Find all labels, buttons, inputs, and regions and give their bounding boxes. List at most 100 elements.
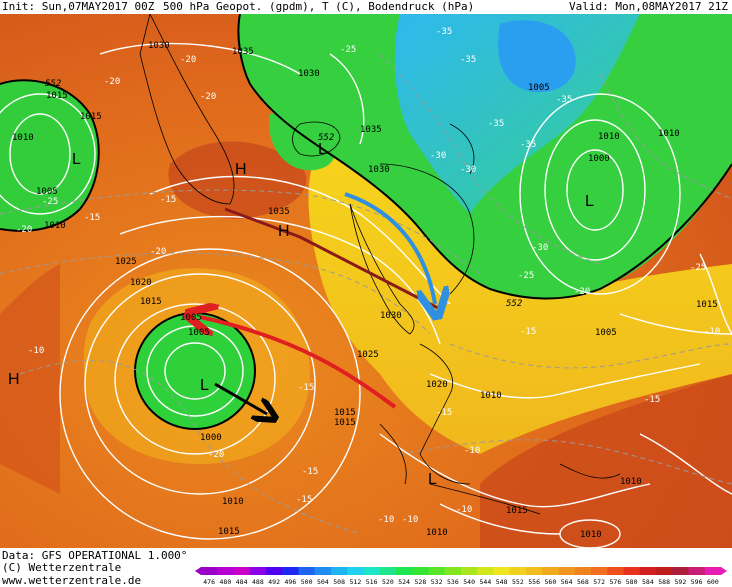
svg-text:1010: 1010 [598,132,620,142]
warm-band-southeast [480,374,732,548]
svg-text:1010: 1010 [12,133,34,143]
svg-text:1015: 1015 [80,112,102,122]
svg-text:-10: -10 [464,446,480,456]
svg-text:1010: 1010 [580,530,602,540]
green-region-greenland-west [0,80,99,231]
svg-text:1020: 1020 [426,380,448,390]
legend-tick: 600 [707,578,719,586]
legend-tick: 564 [561,578,573,586]
svg-text:-25: -25 [518,271,534,281]
svg-text:1015: 1015 [334,408,356,418]
legend-tick: 496 [285,578,297,586]
legend-swatch [363,567,381,575]
svg-text:1005: 1005 [180,313,202,323]
copyright: (C) Wetterzentrale [2,561,122,574]
svg-text:1010: 1010 [658,129,680,139]
svg-text:1035: 1035 [268,207,290,217]
header-bar: Init: Sun,07MAY2017 00Z 500 hPa Geopot. … [0,0,732,14]
high-west-edge-symbol: H [8,371,20,388]
svg-text:1030: 1030 [148,41,170,51]
legend-swatch [704,567,722,575]
svg-text:1030: 1030 [298,69,320,79]
low-greenland-west-symbol: L [72,151,81,168]
svg-text:1000: 1000 [200,433,222,443]
svg-text:-15: -15 [302,467,318,477]
svg-text:-15: -15 [520,327,536,337]
temperature-labels: -20 -20 -15 -20 -25 -20 -15 -20 -25 -35 … [16,27,720,525]
svg-text:-25: -25 [42,197,58,207]
svg-text:1015: 1015 [506,506,528,516]
high-greenland-symbol: H [235,161,247,178]
svg-text:1015: 1015 [696,300,718,310]
legend-tick: 504 [317,578,329,586]
svg-text:1010: 1010 [222,497,244,507]
legend-tick: 528 [415,578,427,586]
svg-text:-15: -15 [296,495,312,505]
svg-text:-10: -10 [704,327,720,337]
weather-map: L H H L L H L L 1030 1035 1030 1015 1010… [0,14,732,548]
svg-text:-20: -20 [16,225,32,235]
svg-text:1000: 1000 [588,154,610,164]
legend-swatch [542,567,559,575]
svg-text:1010: 1010 [620,477,642,487]
low-russia-symbol: L [585,193,594,210]
svg-text:1010: 1010 [426,528,448,538]
svg-text:-35: -35 [520,140,536,150]
svg-text:-15: -15 [84,213,100,223]
red-flow-arrow [200,317,397,409]
legend-swatch [558,567,576,575]
low-mediterranean-symbol: L [428,471,437,488]
svg-text:-15: -15 [644,395,660,405]
svg-text:-15: -15 [436,408,452,418]
legend-swatch [477,567,494,575]
svg-text:-20: -20 [208,450,224,460]
valid-time: Valid: Mon,08MAY2017 21Z [569,0,728,13]
contour-552-west [0,79,100,232]
svg-text:552: 552 [506,299,522,309]
svg-text:1030: 1030 [368,165,390,175]
svg-text:-30: -30 [460,165,476,175]
svg-text:-30: -30 [532,243,548,253]
legend-tick: 548 [496,578,508,586]
svg-text:-15: -15 [160,195,176,205]
legend-tick: 580 [626,578,638,586]
legend-tick: 540 [463,578,475,586]
legend-swatch [282,567,299,575]
legend-tick: 584 [642,578,654,586]
svg-text:-30: -30 [430,151,446,161]
svg-text:1010: 1010 [480,391,502,401]
high-atlantic-north-symbol: H [278,223,290,240]
legend-tick: 520 [382,578,394,586]
product-title: 500 hPa Geopot. (gpdm), T (C), Bodendruc… [163,0,475,13]
svg-text:-20: -20 [104,77,120,87]
svg-text:-25: -25 [690,263,706,273]
svg-text:-35: -35 [460,55,476,65]
legend-tick: 560 [545,578,557,586]
legend-swatch [396,567,413,575]
legend-swatch [314,567,332,575]
legend-swatch [201,567,218,575]
legend-tick: 500 [301,578,313,586]
svg-text:-20: -20 [574,287,590,297]
legend-tick: 516 [366,578,378,586]
svg-text:-15: -15 [298,383,314,393]
legend-tick: 480 [220,578,232,586]
legend-swatch [493,567,511,575]
svg-text:552: 552 [45,79,61,89]
svg-text:-35: -35 [488,119,504,129]
svg-text:1015: 1015 [218,527,240,537]
website-link[interactable]: www.wetterzentrale.de [2,574,142,587]
svg-text:1025: 1025 [357,350,379,360]
legend-tick: 524 [398,578,410,586]
svg-text:1015: 1015 [140,297,162,307]
data-source: Data: GFS OPERATIONAL 1.000° [2,549,188,562]
svg-text:-25: -25 [340,45,356,55]
footer-bar: Data: GFS OPERATIONAL 1.000° (C) Wetterz… [0,548,732,587]
legend-swatch [444,567,462,575]
svg-text:552: 552 [318,133,334,143]
legend-tick: 532 [431,578,443,586]
svg-text:-20: -20 [200,92,216,102]
svg-text:-10: -10 [402,515,418,525]
legend-tick: 552 [512,578,524,586]
contour-552-north [237,14,732,300]
